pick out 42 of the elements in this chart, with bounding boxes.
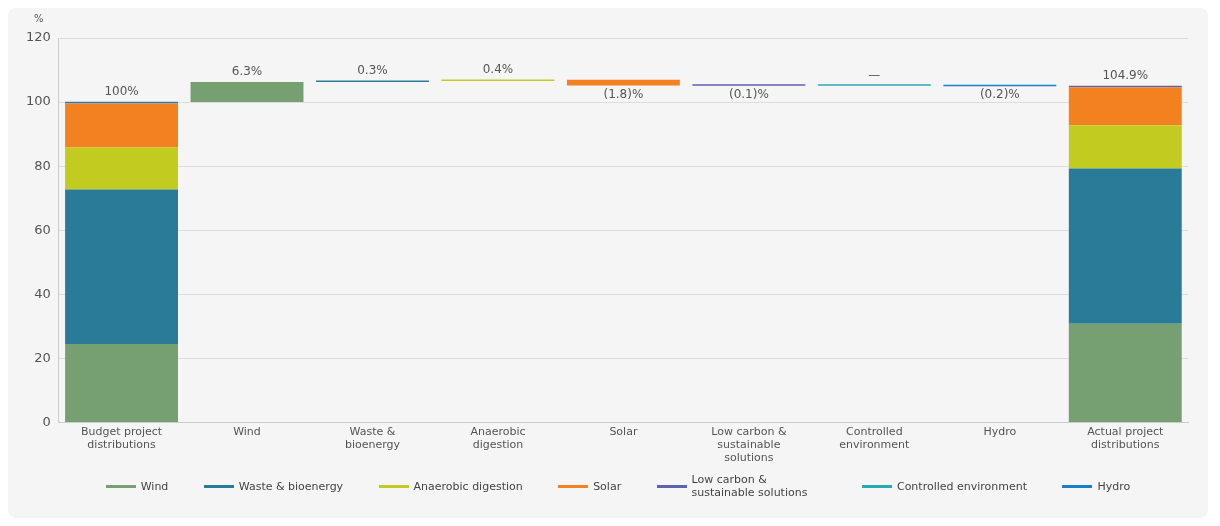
bar xyxy=(190,81,304,103)
y-tick-label: 80 xyxy=(34,157,51,173)
bar xyxy=(1068,87,1182,126)
x-tick-label: Waste & bioenergy xyxy=(344,424,401,452)
legend-label: Solar xyxy=(593,479,622,493)
total-label: 104.9% xyxy=(1102,68,1149,83)
legend-label: Hydro xyxy=(1097,479,1131,493)
x-tick-label: Controlled environment xyxy=(839,424,911,452)
x-tick-label: Budget project distributions xyxy=(80,424,163,452)
y-tick-label: 40 xyxy=(34,285,51,301)
x-tick-label: Wind xyxy=(233,424,261,438)
y-axis-title: % xyxy=(34,12,44,24)
bar xyxy=(65,343,179,422)
y-tick-label: 100 xyxy=(25,93,51,109)
bar xyxy=(65,147,179,190)
total-label: (0.1)% xyxy=(728,86,769,101)
y-tick-label: 60 xyxy=(34,221,51,237)
total-label: (0.2)% xyxy=(979,87,1020,102)
total-label: 100% xyxy=(104,84,139,99)
bar xyxy=(1068,323,1182,422)
x-tick-label: Hydro xyxy=(983,424,1017,438)
legend-label: Waste & bioenergy xyxy=(238,479,344,493)
legend-label: Wind xyxy=(140,479,169,493)
y-tick-label: 120 xyxy=(25,29,51,45)
y-tick-label: 0 xyxy=(42,413,51,429)
x-tick-label: Actual project distributions xyxy=(1087,424,1165,452)
legend-label: Controlled environment xyxy=(896,479,1028,493)
total-label: 0.4% xyxy=(482,61,514,76)
x-tick-label: Low carbon & sustainable solutions xyxy=(711,424,787,465)
total-label: (1.8)% xyxy=(603,86,644,101)
total-label: 6.3% xyxy=(231,64,263,79)
bar xyxy=(1068,168,1182,324)
x-tick-label: Solar xyxy=(609,424,638,438)
bar xyxy=(1068,125,1182,169)
total-label: — xyxy=(868,67,881,82)
bar xyxy=(65,103,179,148)
legend-label: Anaerobic digestion xyxy=(413,479,523,493)
legend-label: Low carbon & sustainable solutions xyxy=(691,473,809,499)
y-tick-label: 20 xyxy=(34,349,51,365)
x-tick-label: Anaerobic digestion xyxy=(470,424,526,452)
total-label: 0.3% xyxy=(357,63,388,78)
bar xyxy=(65,189,179,344)
